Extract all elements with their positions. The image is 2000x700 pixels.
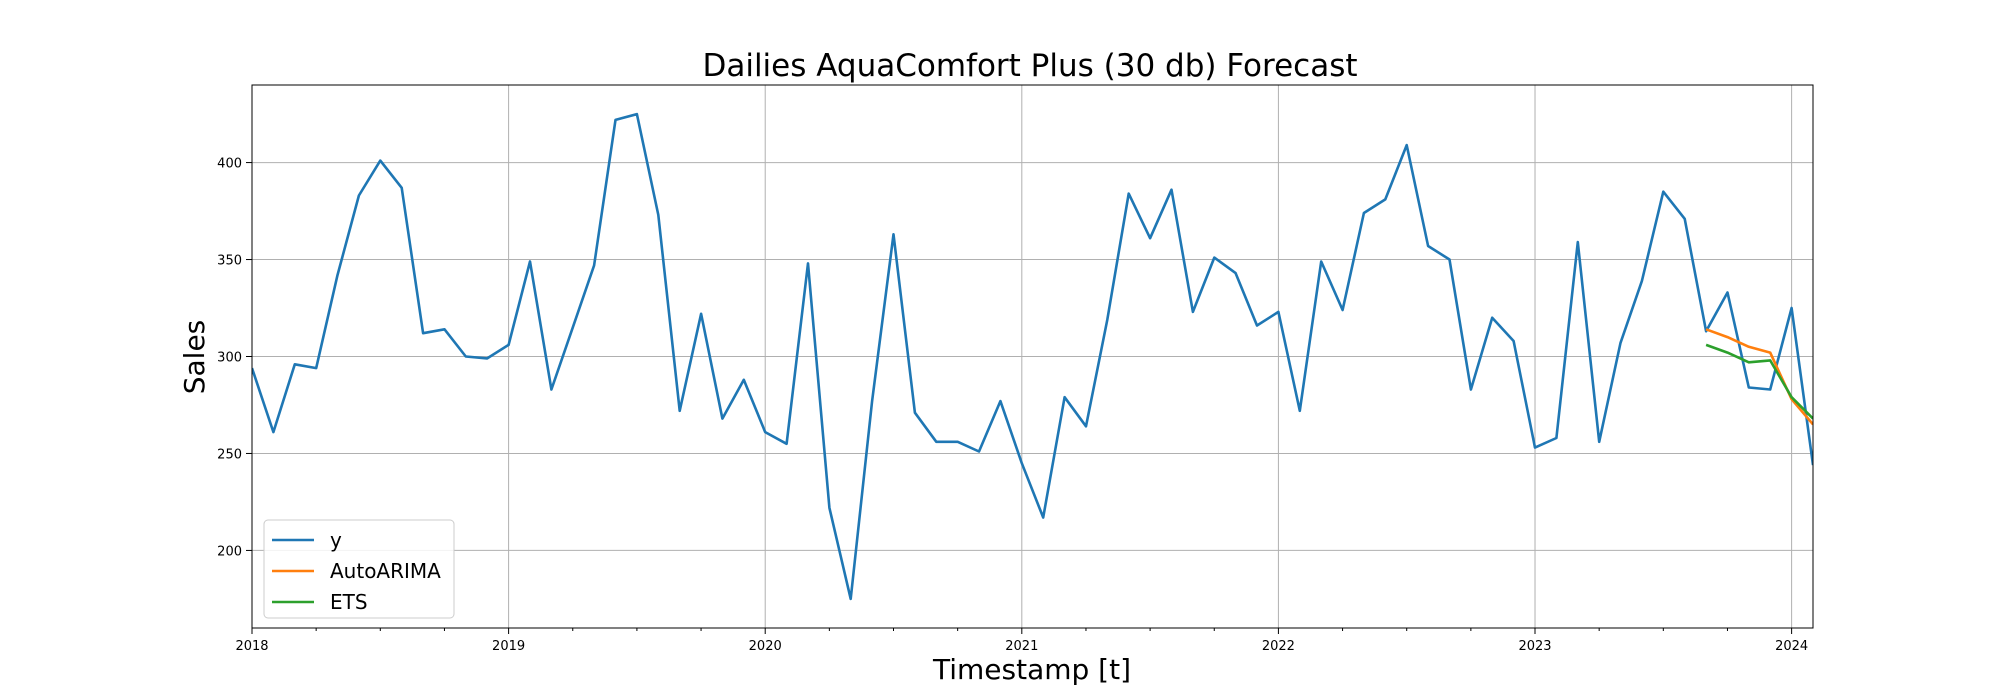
y-tick-label: 200	[217, 544, 242, 559]
legend: y AutoARIMA ETS	[263, 519, 455, 619]
x-tick-label: 2020	[749, 639, 782, 654]
x-tick-label: 2023	[1518, 639, 1551, 654]
x-tick-label: 2022	[1262, 639, 1295, 654]
chart-title: Dailies AquaComfort Plus (30 db) Forecas…	[702, 48, 1357, 84]
series-line-ets	[1705, 343, 1813, 420]
series-layer	[252, 112, 1813, 601]
grid-lines	[251, 85, 1813, 628]
x-tick-label: 2018	[235, 639, 268, 654]
y-tick-label: 350	[217, 254, 242, 269]
x-tick-label: 2019	[492, 639, 525, 654]
x-tick-label: 2021	[1005, 639, 1038, 654]
legend-label: ETS	[330, 590, 368, 614]
legend-label: AutoARIMA	[330, 559, 441, 583]
x-tick-label: 2024	[1775, 639, 1808, 654]
legend-label: y	[330, 528, 342, 552]
y-tick-label: 300	[217, 351, 242, 366]
x-axis-title: Timestamp [t]	[932, 653, 1131, 686]
series-line-y	[252, 112, 1813, 601]
y-axis-title: Sales	[178, 320, 211, 395]
legend-box	[263, 519, 455, 619]
y-tick-label: 400	[217, 157, 242, 172]
series-line-autoarima	[1705, 328, 1813, 426]
axis-ticks: 2018 2019 2020 2021 2022 2023 2024 200 250 300 350…	[217, 157, 1808, 654]
y-tick-label: 250	[217, 447, 242, 462]
